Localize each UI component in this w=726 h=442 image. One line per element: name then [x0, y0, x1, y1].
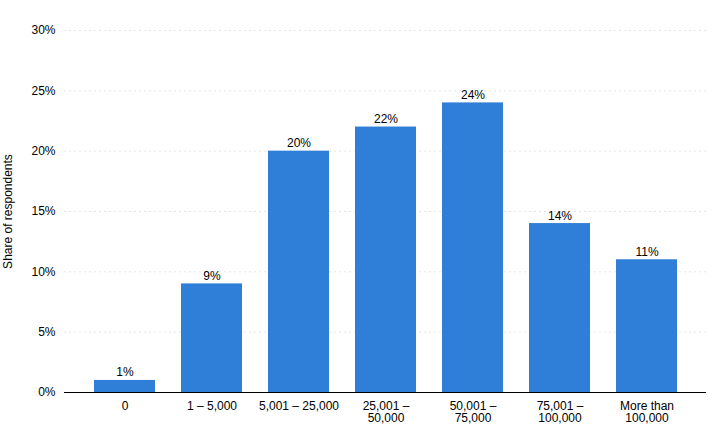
svg-text:10%: 10% — [31, 265, 55, 279]
svg-text:More than100,000: More than100,000 — [620, 399, 674, 425]
svg-text:Share of respondents: Share of respondents — [1, 154, 15, 269]
svg-text:50,001 –75,000: 50,001 –75,000 — [450, 399, 497, 425]
svg-text:30%: 30% — [31, 23, 55, 37]
svg-text:1 – 5,000: 1 – 5,000 — [187, 399, 237, 413]
svg-text:24%: 24% — [461, 88, 485, 102]
svg-text:0: 0 — [122, 399, 129, 413]
svg-text:1%: 1% — [116, 365, 134, 379]
svg-text:0%: 0% — [38, 385, 56, 399]
svg-text:9%: 9% — [203, 269, 221, 283]
svg-text:11%: 11% — [635, 245, 658, 259]
svg-text:5%: 5% — [38, 325, 56, 339]
svg-text:25,001 –50,000: 25,001 –50,000 — [363, 399, 410, 425]
svg-text:15%: 15% — [31, 204, 55, 218]
svg-text:5,001 – 25,000: 5,001 – 25,000 — [259, 399, 339, 413]
svg-text:20%: 20% — [287, 136, 311, 150]
svg-text:14%: 14% — [548, 209, 572, 223]
svg-text:75,001 –100,000: 75,001 –100,000 — [537, 399, 584, 425]
svg-text:20%: 20% — [31, 144, 55, 158]
svg-text:22%: 22% — [374, 112, 398, 126]
svg-text:25%: 25% — [31, 84, 55, 98]
